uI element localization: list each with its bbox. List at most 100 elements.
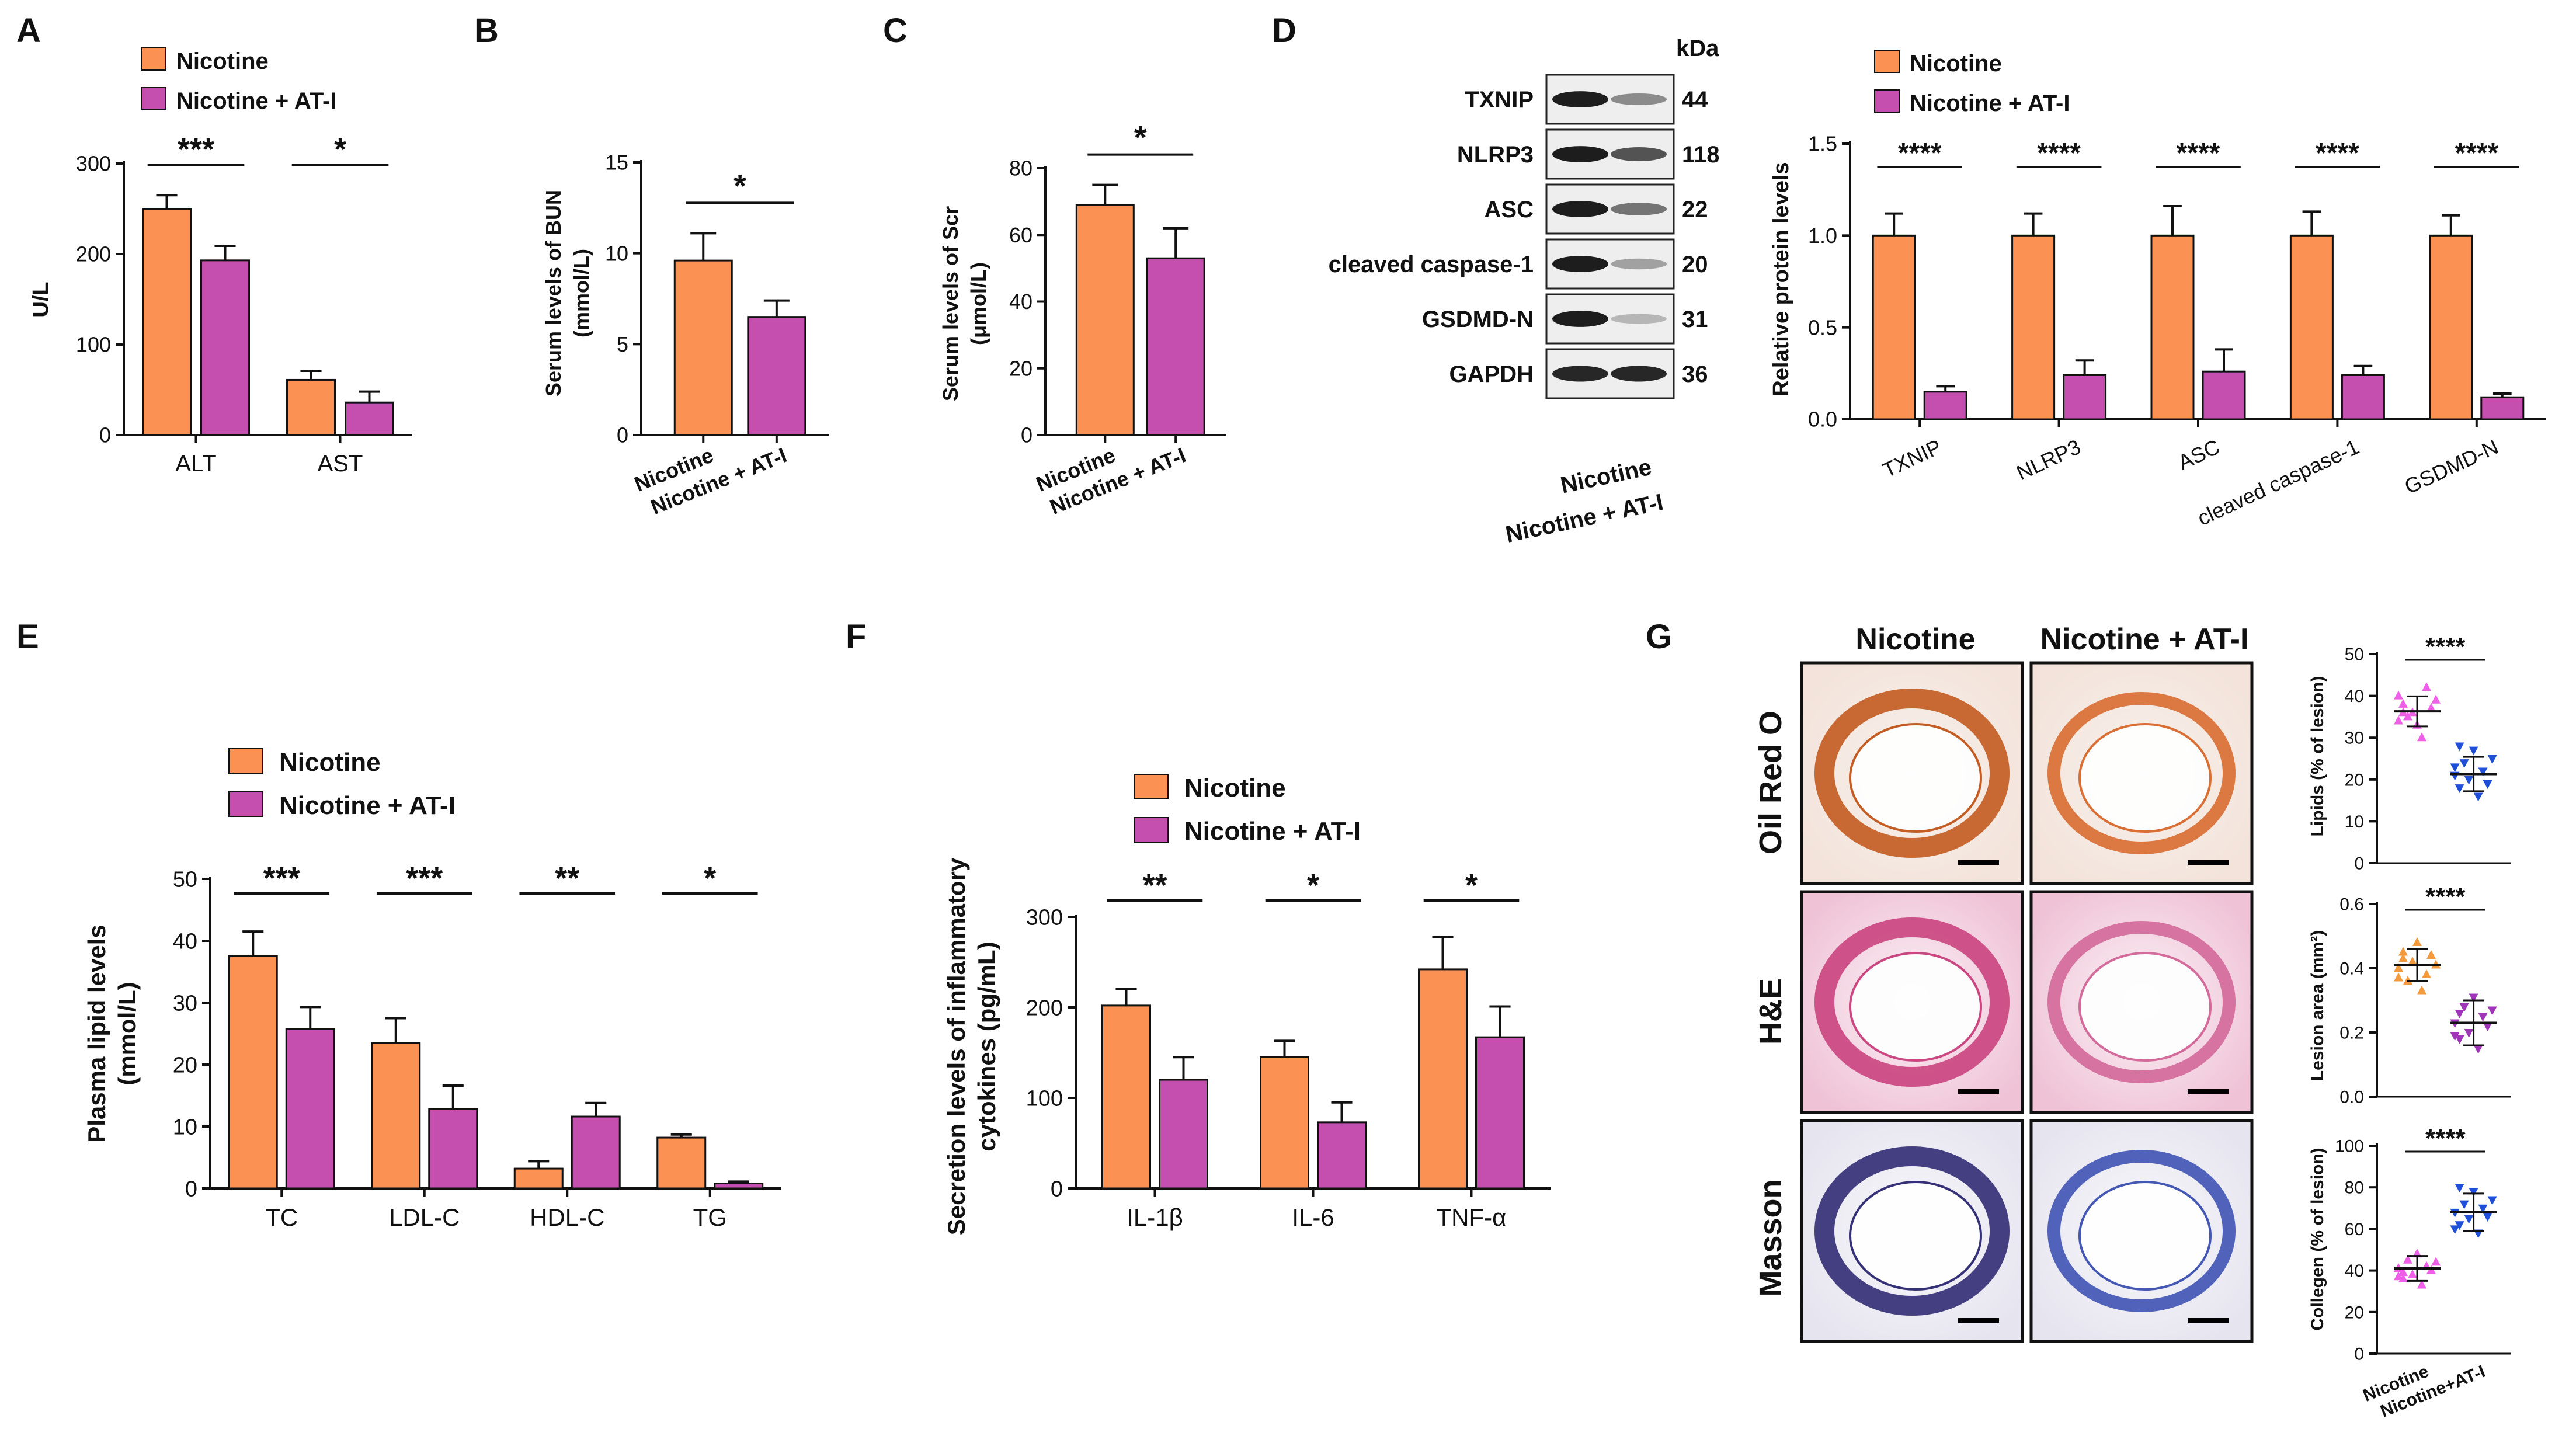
data-point	[2426, 1265, 2436, 1274]
data-point	[2464, 776, 2474, 785]
y-tick-label: 20	[1009, 356, 1033, 380]
blot-band	[1552, 366, 1608, 382]
data-point	[2394, 715, 2403, 725]
bar	[571, 1115, 621, 1190]
y-tick-label: 0.2	[2339, 1024, 2364, 1043]
data-point	[2403, 1254, 2412, 1264]
data-point	[2412, 937, 2422, 946]
significance-stars: *	[704, 861, 716, 896]
blot-band	[1552, 201, 1608, 217]
y-tick-label: 10	[173, 1115, 197, 1139]
data-point	[2455, 1035, 2464, 1044]
data-point	[2455, 784, 2464, 794]
bar	[2429, 234, 2473, 420]
significance-stars: ****	[2177, 138, 2220, 169]
legend-swatch-nicotine-ati	[228, 791, 263, 817]
bar	[1872, 234, 1916, 420]
y-tick-label: 40	[2345, 687, 2364, 706]
data-point	[2417, 1279, 2426, 1289]
bar	[1418, 968, 1468, 1190]
bar	[228, 955, 278, 1190]
significance-stars: ****	[2455, 138, 2498, 169]
y-axis-label: Relative protein levels	[1769, 162, 1793, 396]
y-axis-label: Lesion area (mm²)	[2308, 930, 2327, 1081]
panel-label-f: F	[846, 618, 866, 656]
chart-f: Nicotine Nicotine + AT-I Secretion level…	[943, 774, 1551, 1235]
data-point	[2394, 1271, 2403, 1281]
data-point	[2478, 767, 2488, 777]
data-point	[2455, 1010, 2464, 1018]
panel-label-b: B	[474, 12, 499, 50]
bar	[1317, 1121, 1367, 1190]
legend-swatch-nicotine	[1874, 50, 1900, 73]
data-point	[2459, 759, 2469, 769]
chart-g-lipids: Lipids (% of lesion) 0 10 20 30 40 50 ****	[2308, 632, 2511, 874]
data-point	[2431, 1257, 2441, 1266]
x-tick-label: TXNIP	[1879, 434, 1945, 482]
significance-stars: ****	[2037, 138, 2081, 169]
data-point	[2473, 1045, 2483, 1054]
y-tick-label: 0	[617, 423, 628, 447]
data-point	[2426, 703, 2436, 712]
data-point	[2431, 694, 2441, 704]
data-point	[2398, 1267, 2408, 1277]
bar	[1159, 1079, 1208, 1190]
chart-e: Nicotine Nicotine + AT-I Plasma lipid le…	[83, 748, 781, 1231]
y-tick-label: 60	[2345, 1220, 2364, 1239]
bar	[747, 316, 806, 436]
y-tick-label: 30	[2345, 729, 2364, 748]
bar	[2289, 234, 2334, 420]
y-tick-label: 0	[2354, 854, 2364, 874]
x-tick-label: LDL-C	[389, 1204, 460, 1231]
bar	[200, 259, 250, 436]
data-point	[2408, 1269, 2417, 1278]
chart-d: Nicotine Nicotine + AT-I Relative protei…	[1769, 50, 2546, 530]
data-point	[2487, 1196, 2497, 1205]
significance-stars: *	[1465, 868, 1478, 903]
data-point	[2483, 1213, 2492, 1222]
chart-a-plot: 0 100 200 300 ALT *** AST *	[76, 132, 412, 477]
vessel-wall	[2047, 1150, 2236, 1312]
legend-label-nicotine: Nicotine	[279, 748, 381, 777]
y-tick-label: 40	[2345, 1261, 2364, 1281]
data-point	[2487, 1006, 2497, 1016]
y-tick-label: 15	[605, 151, 628, 175]
y-axis-label-line2: (mmol/L)	[569, 249, 593, 338]
bar	[345, 401, 394, 436]
legend-swatch-nicotine	[228, 748, 263, 774]
western-blot: kDa TXNIP 44 NLRP3 118 ASC 22 cleaved caspase-…	[1329, 36, 1720, 548]
vessel-lumen	[2078, 1181, 2212, 1291]
bar	[2341, 374, 2385, 420]
bar	[714, 1183, 764, 1190]
significance-stars: *	[733, 167, 746, 204]
data-point	[2394, 963, 2403, 972]
blot-band	[1552, 311, 1608, 327]
data-point	[2478, 1013, 2488, 1022]
blot-kda-label: 31	[1682, 307, 1708, 332]
bar	[1923, 391, 1967, 420]
y-tick-label: 20	[2345, 1303, 2364, 1322]
data-point	[2464, 1029, 2474, 1038]
data-point	[2459, 1003, 2469, 1012]
panel-label-g: G	[1646, 618, 1672, 656]
significance-stars: ***	[263, 861, 300, 896]
y-tick-label: 10	[605, 241, 628, 265]
legend-swatch-nicotine-ati	[141, 87, 166, 110]
chart-c: Serum levels of Scr (μmol/L) 020406080Ni…	[938, 119, 1226, 519]
x-tick-label: GSDMD-N	[2401, 434, 2502, 499]
blot-band	[1611, 147, 1667, 161]
x-tick-label: TC	[265, 1204, 298, 1231]
significance-stars: ****	[2425, 1124, 2466, 1153]
kda-header: kDa	[1676, 36, 1719, 61]
blot-kda-label: 22	[1682, 197, 1708, 222]
chart-g-lipids-plot: 0 10 20 30 40 50 ****	[2345, 632, 2511, 874]
y-tick-label: 100	[76, 333, 111, 357]
data-point	[2398, 947, 2408, 956]
vessel-wall	[1814, 1146, 2010, 1316]
y-tick-label: 20	[2345, 770, 2364, 790]
panel-label-c: C	[883, 12, 908, 50]
data-point	[2455, 1221, 2464, 1230]
y-axis-label: Collegen (% of lesion)	[2308, 1148, 2327, 1330]
significance-stars: *	[1134, 119, 1147, 156]
